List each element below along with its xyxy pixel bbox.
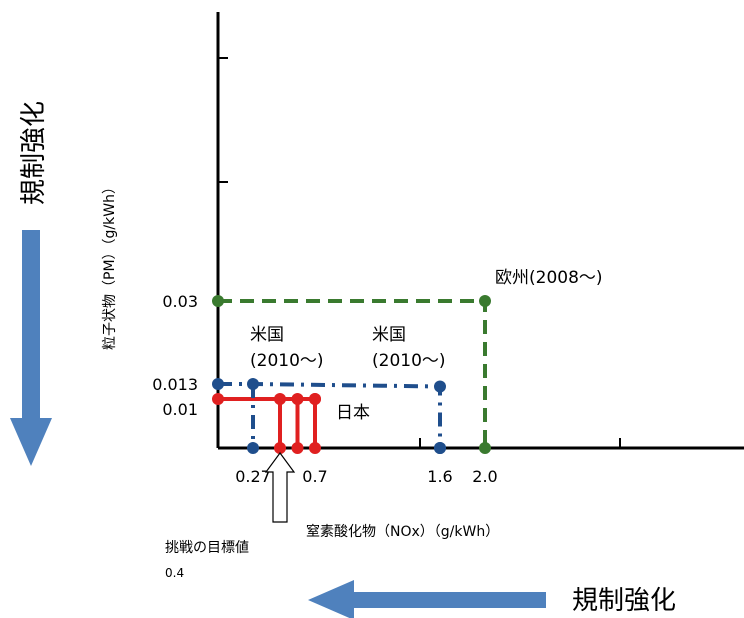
jp-data-point (309, 393, 321, 405)
down-arrow (10, 230, 52, 466)
y-tick-label: 0.013 (152, 375, 198, 394)
y-tick-label: 0.03 (162, 292, 198, 311)
us-data-point (434, 380, 446, 393)
us-data-point (247, 442, 259, 454)
us-series-label-1-line2: (2010〜) (250, 351, 324, 371)
us-series-label-1-line1: 米国 (250, 325, 284, 345)
vertical-regulation-label: 規制強化 (19, 101, 49, 205)
eu-series-line (218, 299, 487, 448)
jp-data-point (274, 393, 286, 405)
x-axis-title: 窒素酸化物（NOx）（g/kWh） (306, 523, 499, 540)
us-series-label-2-line2: (2010〜) (372, 351, 446, 371)
jp-data-point (291, 393, 304, 405)
x-tick-label: 1.6 (427, 467, 452, 486)
eu-data-point (212, 295, 224, 307)
goal-arrow-icon (264, 451, 296, 523)
us-data-point (434, 442, 446, 454)
goal-label: 挑戦の目標値 (165, 540, 249, 556)
left-arrow (308, 580, 546, 618)
x-tick-label: 0.7 (302, 467, 327, 486)
x-tick-label: 0.27 (235, 467, 271, 486)
y-axis-title: 粒子状物（PM）（g/kWh） (102, 180, 118, 350)
jp-data-point (309, 442, 321, 454)
us-series-label-2-line1: 米国 (372, 325, 406, 345)
horizontal-regulation-label: 規制強化 (572, 586, 676, 616)
us-data-point (212, 378, 224, 390)
jp-series-label: 日本 (336, 403, 370, 423)
y-tick-label: 0.01 (162, 400, 198, 419)
eu-series-label: 欧州(2008〜) (495, 268, 603, 288)
eu-data-point (479, 295, 491, 307)
x-tick-label: 2.0 (472, 467, 497, 486)
tick-layer: 0.27 0.7 1.6 2.0 0.01 0.013 0.03 (152, 292, 498, 486)
jp-data-point (291, 442, 304, 454)
goal-value: 0.4 (165, 566, 184, 580)
axes (216, 12, 744, 450)
series-layer (212, 295, 491, 454)
us-series-line (218, 382, 442, 448)
eu-data-point (479, 442, 491, 454)
jp-data-point (274, 442, 286, 454)
jp-data-point (212, 393, 224, 405)
